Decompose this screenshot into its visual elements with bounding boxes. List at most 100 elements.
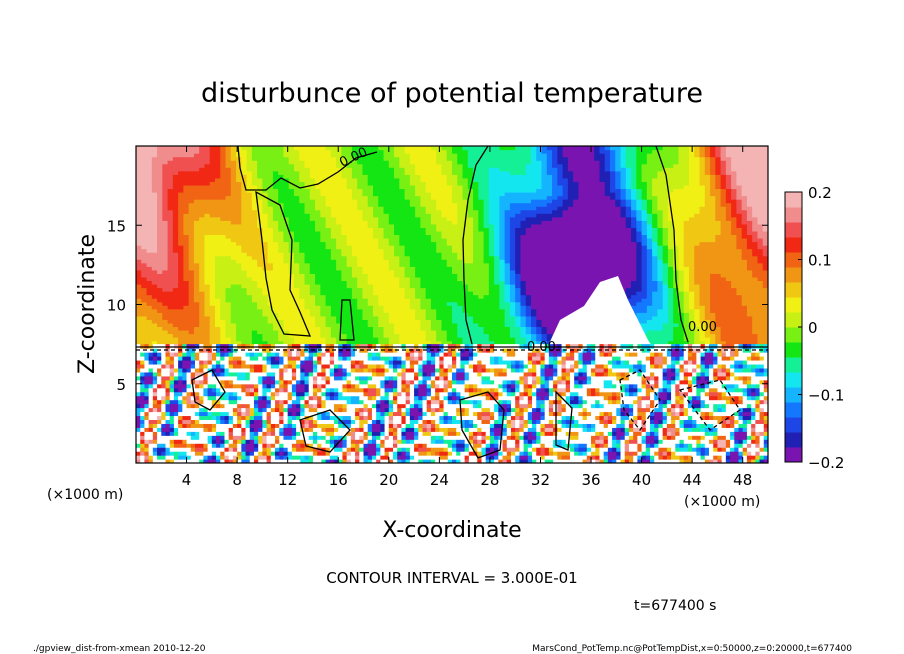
field-cell bbox=[199, 252, 206, 257]
field-cell bbox=[436, 308, 443, 313]
field-cell bbox=[578, 305, 585, 310]
field-cell bbox=[151, 223, 158, 228]
field-cell bbox=[262, 329, 269, 335]
field-cell bbox=[267, 146, 274, 151]
field-cell bbox=[531, 146, 537, 151]
field-cell bbox=[557, 287, 564, 292]
field-cell bbox=[272, 230, 279, 236]
field-cell bbox=[594, 241, 601, 246]
field-cell bbox=[436, 252, 443, 257]
field-cell bbox=[146, 206, 153, 211]
field-cell bbox=[346, 230, 353, 236]
field-cell bbox=[146, 266, 153, 271]
field-cell bbox=[578, 163, 585, 168]
field-cell bbox=[215, 298, 221, 303]
field-cell bbox=[167, 262, 174, 267]
field-cell bbox=[473, 255, 479, 260]
field-cell bbox=[373, 283, 379, 289]
field-cell bbox=[452, 202, 458, 207]
field-cell bbox=[420, 291, 427, 296]
field-cell bbox=[246, 305, 253, 310]
field-cell bbox=[199, 170, 206, 175]
field-cell bbox=[262, 206, 269, 211]
field-cell bbox=[162, 170, 169, 175]
field-cell bbox=[383, 202, 390, 207]
field-cell bbox=[415, 337, 421, 342]
field-cell bbox=[346, 209, 353, 214]
field-cell bbox=[215, 199, 221, 204]
field-cell bbox=[178, 255, 184, 260]
field-cell bbox=[325, 322, 332, 328]
field-cell bbox=[594, 181, 601, 186]
field-cell bbox=[172, 305, 179, 310]
field-cell bbox=[499, 298, 506, 303]
field-cell bbox=[172, 294, 179, 299]
field-cell bbox=[399, 202, 406, 207]
field-cell bbox=[436, 312, 443, 317]
field-cell bbox=[583, 153, 590, 158]
field-cell bbox=[504, 340, 511, 345]
field-cell bbox=[541, 227, 548, 232]
field-cell bbox=[146, 252, 153, 257]
field-cell bbox=[209, 209, 216, 214]
field-cell bbox=[357, 248, 364, 253]
field-cell bbox=[430, 283, 437, 289]
field-cell bbox=[388, 195, 395, 200]
field-cell bbox=[394, 223, 400, 228]
field-cell bbox=[520, 280, 527, 285]
field-cell bbox=[199, 188, 206, 193]
field-cell bbox=[294, 170, 300, 175]
field-cell bbox=[183, 245, 190, 250]
field-cell bbox=[230, 199, 237, 204]
field-cell bbox=[562, 312, 569, 317]
field-cell bbox=[552, 283, 558, 289]
field-cell bbox=[251, 153, 258, 158]
field-cell bbox=[151, 333, 158, 338]
field-cell bbox=[220, 287, 227, 292]
field-cell bbox=[241, 283, 248, 289]
field-cell bbox=[241, 245, 248, 250]
field-cell bbox=[425, 227, 432, 232]
field-cell bbox=[404, 220, 411, 225]
field-cell bbox=[230, 160, 237, 165]
field-cell bbox=[409, 177, 416, 182]
field-cell bbox=[441, 269, 448, 274]
field-cell bbox=[309, 174, 316, 179]
field-cell bbox=[525, 216, 532, 221]
field-cell bbox=[251, 170, 258, 175]
field-cell bbox=[151, 227, 158, 232]
field-cell bbox=[162, 181, 169, 186]
field-cell bbox=[483, 305, 490, 310]
field-cell bbox=[141, 276, 148, 282]
field-cell bbox=[509, 329, 516, 335]
field-cell bbox=[562, 209, 569, 214]
field-cell bbox=[357, 167, 364, 172]
field-cell bbox=[441, 170, 448, 175]
field-cell bbox=[178, 262, 184, 267]
field-cell bbox=[183, 191, 190, 197]
field-cell bbox=[241, 287, 248, 292]
field-cell bbox=[483, 276, 490, 282]
field-cell bbox=[193, 216, 200, 221]
field-cell bbox=[257, 209, 263, 214]
field-cell bbox=[536, 248, 543, 253]
field-cell bbox=[367, 149, 374, 154]
field-cell bbox=[309, 216, 316, 221]
field-cell bbox=[351, 170, 358, 175]
field-cell bbox=[325, 184, 332, 190]
field-cell bbox=[488, 234, 495, 239]
field-cell bbox=[478, 167, 485, 172]
field-cell bbox=[599, 245, 606, 250]
field-cell bbox=[441, 287, 448, 292]
field-cell bbox=[367, 283, 374, 289]
field-cell bbox=[573, 294, 579, 299]
field-cell bbox=[409, 163, 416, 168]
field-cell bbox=[304, 266, 311, 271]
field-cell bbox=[494, 315, 500, 320]
field-cell bbox=[415, 315, 421, 320]
field-cell bbox=[567, 255, 574, 260]
field-cell bbox=[509, 283, 516, 289]
field-cell bbox=[573, 199, 579, 204]
field-cell bbox=[325, 252, 332, 257]
field-cell bbox=[383, 156, 390, 161]
